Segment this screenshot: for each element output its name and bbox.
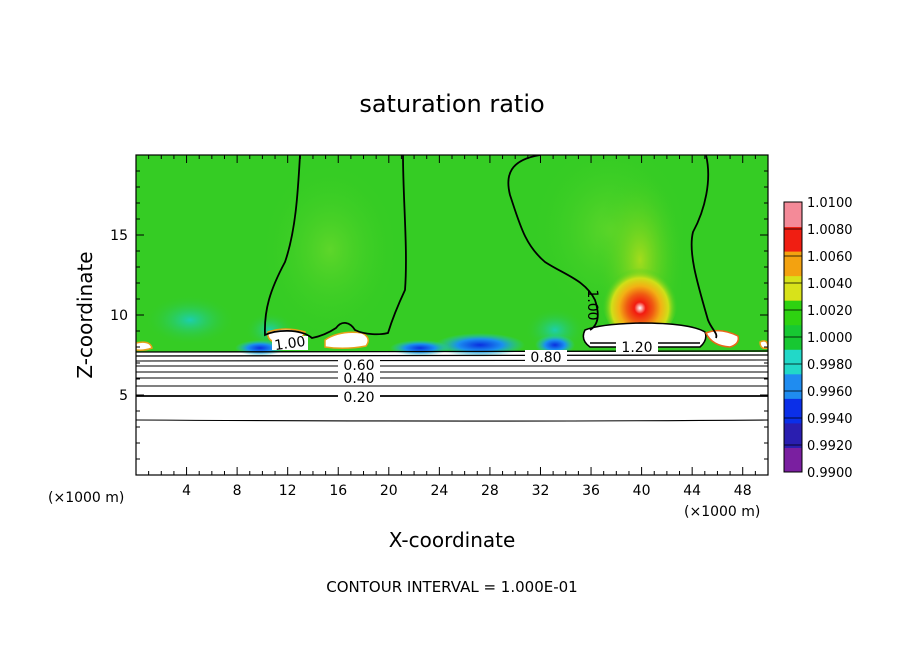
colorbar-swatch bbox=[784, 398, 802, 424]
colorbar-swatch bbox=[784, 349, 802, 375]
y-tick-label: 10 bbox=[110, 308, 128, 324]
y-tick-label: 15 bbox=[110, 228, 128, 244]
colorbar-tick-label: 1.0000 bbox=[807, 331, 853, 346]
y-tick-label: 5 bbox=[119, 388, 128, 404]
contour-label: 1.00 bbox=[584, 289, 600, 320]
contour-line-0.80 bbox=[136, 354, 768, 357]
colorbar-swatch bbox=[784, 447, 802, 473]
x-axis-ticks: 4 8 12 16 20 24 28 32 36 40 44 48 bbox=[148, 155, 756, 499]
contour-line-0.70 bbox=[136, 359, 768, 362]
colorbar-swatch bbox=[784, 202, 802, 228]
y-axis-label: Z-coordinate bbox=[73, 251, 97, 378]
x-tick-label: 32 bbox=[532, 483, 550, 499]
cyan-region bbox=[145, 295, 235, 345]
x-tick-label: 40 bbox=[633, 483, 651, 499]
y-axis-ticks: 5 10 15 bbox=[110, 170, 768, 460]
contour-line-0.20 bbox=[136, 395, 768, 398]
colorbar-tick-label: 1.0060 bbox=[807, 250, 853, 265]
contour-label: 1.20 bbox=[621, 340, 652, 356]
blue-minimum-region bbox=[390, 340, 450, 356]
x-tick-label: 8 bbox=[233, 483, 242, 499]
x-tick-label: 44 bbox=[683, 483, 701, 499]
contour-line-1.00 bbox=[690, 155, 718, 339]
colorbar-ticks: 1.0100 1.0080 1.0060 1.0040 1.0020 1.0000 0.99… bbox=[784, 196, 853, 481]
contour-lines bbox=[136, 155, 768, 422]
cloud-patch bbox=[582, 322, 707, 348]
contour-label-group: 1.00 1.00 0.60 0.40 0.20 0.80 1.20 bbox=[272, 289, 658, 406]
contour-label: 1.00 bbox=[273, 334, 306, 354]
x-unit-label-right: (×1000 m) bbox=[684, 504, 760, 520]
x-tick-label: 4 bbox=[182, 483, 191, 499]
red-maximum-region bbox=[602, 260, 678, 340]
blue-minimum-region bbox=[435, 333, 525, 357]
x-tick-label: 12 bbox=[279, 483, 297, 499]
colorbar-tick-label: 1.0020 bbox=[807, 304, 853, 319]
colorbar-tick-label: 0.9960 bbox=[807, 385, 853, 400]
contour-label: 0.60 bbox=[343, 358, 374, 374]
colorbar-tick-label: 0.9900 bbox=[807, 466, 853, 481]
chart-title: saturation ratio bbox=[359, 90, 544, 118]
colorbar-swatch bbox=[784, 373, 802, 399]
colorbar-tick-label: 1.0040 bbox=[807, 277, 853, 292]
contour-line-1.00 bbox=[264, 155, 407, 339]
colorbar bbox=[783, 201, 803, 473]
colorbar-tick-label: 0.9940 bbox=[807, 412, 853, 427]
x-tick-label: 16 bbox=[329, 483, 347, 499]
x-tick-label: 28 bbox=[481, 483, 499, 499]
x-tick-label: 20 bbox=[380, 483, 398, 499]
contour-interval-note: CONTOUR INTERVAL = 1.000E-01 bbox=[326, 578, 577, 596]
x-tick-label: 48 bbox=[734, 483, 752, 499]
x-tick-label: 36 bbox=[582, 483, 600, 499]
cloud-patch bbox=[704, 329, 740, 348]
cloud-patch bbox=[324, 331, 369, 350]
colorbar-swatch bbox=[784, 300, 802, 326]
contour-line-1.00 bbox=[507, 155, 599, 331]
cloud-patch bbox=[136, 341, 153, 351]
contour-line-0.90 bbox=[136, 350, 768, 353]
light-green-plume bbox=[260, 160, 400, 340]
colorbar-swatch bbox=[784, 275, 802, 301]
x-tick-label: 24 bbox=[430, 483, 448, 499]
colorbar-swatch bbox=[784, 251, 802, 277]
colorbar-swatch bbox=[784, 422, 802, 448]
x-unit-label-left: (×1000 m) bbox=[48, 490, 124, 506]
contour-line-0.10 bbox=[136, 419, 768, 422]
colorbar-tick-label: 1.0080 bbox=[807, 223, 853, 238]
colorbar-swatch bbox=[784, 226, 802, 252]
contour-label: 0.20 bbox=[343, 390, 374, 406]
lower-layer-white bbox=[136, 352, 768, 475]
colorbar-tick-label: 0.9920 bbox=[807, 439, 853, 454]
plot-area: 1.00 1.00 0.60 0.40 0.20 0.80 1.20 bbox=[136, 155, 768, 475]
colorbar-tick-label: 1.0100 bbox=[807, 196, 853, 211]
colorbar-tick-label: 0.9980 bbox=[807, 358, 853, 373]
x-axis-label: X-coordinate bbox=[389, 528, 516, 552]
contour-label: 0.40 bbox=[343, 371, 374, 387]
contour-label: 0.80 bbox=[530, 350, 561, 366]
